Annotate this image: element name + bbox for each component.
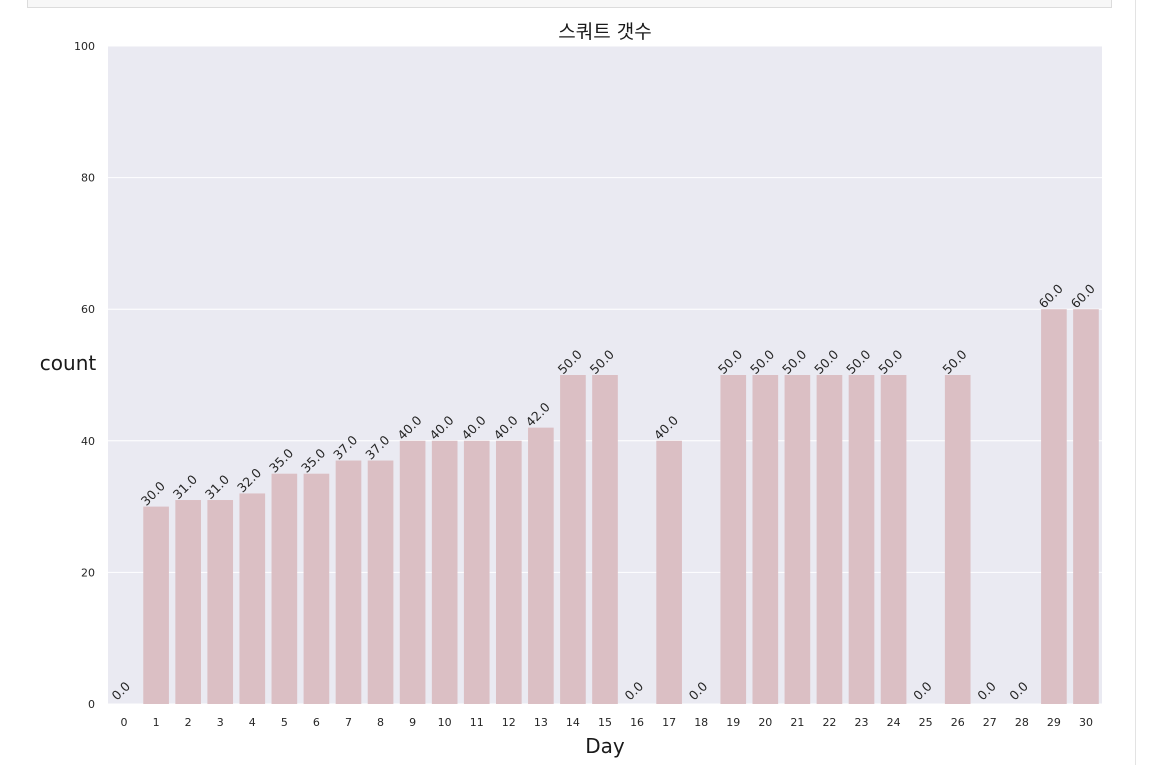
scroll-divider <box>1135 0 1136 765</box>
x-tick-label: 13 <box>534 716 548 729</box>
x-tick-label: 1 <box>153 716 160 729</box>
bar-day-6 <box>303 473 330 704</box>
x-tick-label: 8 <box>377 716 384 729</box>
x-tick-label: 27 <box>983 716 997 729</box>
bar-day-13 <box>528 427 554 704</box>
x-tick-label: 2 <box>185 716 192 729</box>
bar-day-4 <box>239 493 266 704</box>
bar-day-5 <box>271 473 298 704</box>
bar-day-1 <box>143 506 169 704</box>
x-tick-label: 26 <box>951 716 965 729</box>
x-tick-label: 9 <box>409 716 416 729</box>
bar-day-24 <box>880 375 907 704</box>
output-cell-strip <box>27 0 1112 8</box>
x-tick-label: 4 <box>249 716 256 729</box>
x-tick-label: 14 <box>566 716 580 729</box>
x-tick-label: 17 <box>662 716 676 729</box>
bar-day-26 <box>944 375 971 704</box>
x-tick-label: 23 <box>855 716 869 729</box>
y-tick-label: 40 <box>81 435 95 448</box>
x-tick-label: 15 <box>598 716 612 729</box>
bar-day-12 <box>495 440 522 704</box>
bar-day-15 <box>592 375 618 704</box>
bar-day-30 <box>1073 309 1099 704</box>
y-tick-label: 0 <box>88 698 95 711</box>
bar-day-17 <box>656 440 682 704</box>
y-tick-labels: 0 20 40 60 80 100 <box>74 40 95 711</box>
x-tick-label: 18 <box>694 716 708 729</box>
bar-day-29 <box>1041 309 1067 704</box>
x-tick-label: 16 <box>630 716 644 729</box>
y-tick-label: 80 <box>81 172 95 185</box>
bar-day-11 <box>463 440 490 704</box>
bar-day-2 <box>175 500 201 704</box>
x-tick-labels: 0 1 2 3 4 5 6 7 8 9 10 11 12 13 14 15 16 17 18 19 20 21 22 23 24… <box>121 716 1093 729</box>
bar-day-9 <box>399 440 426 704</box>
bar-day-19 <box>720 375 747 704</box>
bar-day-10 <box>431 440 458 704</box>
x-tick-label: 3 <box>217 716 224 729</box>
x-tick-label: 5 <box>281 716 288 729</box>
y-tick-label: 100 <box>74 40 95 53</box>
x-tick-label: 0 <box>121 716 128 729</box>
x-tick-label: 7 <box>345 716 352 729</box>
x-tick-label: 19 <box>726 716 740 729</box>
y-tick-label: 60 <box>81 303 95 316</box>
x-tick-label: 22 <box>822 716 836 729</box>
bar-day-14 <box>560 375 586 704</box>
y-axis-title: count <box>40 351 97 375</box>
x-tick-label: 12 <box>502 716 516 729</box>
bars <box>143 309 1099 704</box>
y-tick-label: 20 <box>81 566 95 579</box>
bar-day-23 <box>848 375 875 704</box>
x-tick-label: 20 <box>758 716 772 729</box>
x-tick-label: 29 <box>1047 716 1061 729</box>
x-tick-label: 6 <box>313 716 320 729</box>
x-tick-label: 10 <box>438 716 452 729</box>
bar-day-22 <box>816 375 843 704</box>
bar-day-21 <box>784 375 811 704</box>
chart-title: 스쿼트 갯수 <box>558 21 651 43</box>
bar-day-8 <box>367 460 394 704</box>
x-axis-title: Day <box>585 734 625 758</box>
bar-day-7 <box>335 460 362 704</box>
x-tick-label: 11 <box>470 716 484 729</box>
x-tick-label: 21 <box>790 716 804 729</box>
x-tick-label: 25 <box>919 716 933 729</box>
x-tick-label: 30 <box>1079 716 1093 729</box>
bar-day-20 <box>752 375 779 704</box>
x-tick-label: 24 <box>887 716 901 729</box>
bar-day-3 <box>207 500 234 704</box>
x-tick-label: 28 <box>1015 716 1029 729</box>
